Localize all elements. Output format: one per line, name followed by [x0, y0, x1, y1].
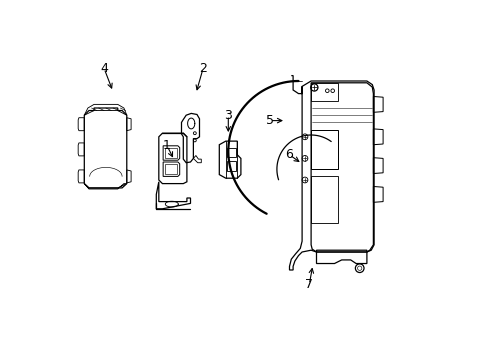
Text: 1: 1	[163, 139, 171, 152]
Text: 5: 5	[265, 114, 273, 127]
Text: 7: 7	[305, 278, 313, 291]
Text: 3: 3	[224, 109, 232, 122]
Text: 6: 6	[285, 148, 293, 161]
Text: 2: 2	[199, 62, 206, 75]
Text: 4: 4	[100, 62, 108, 75]
